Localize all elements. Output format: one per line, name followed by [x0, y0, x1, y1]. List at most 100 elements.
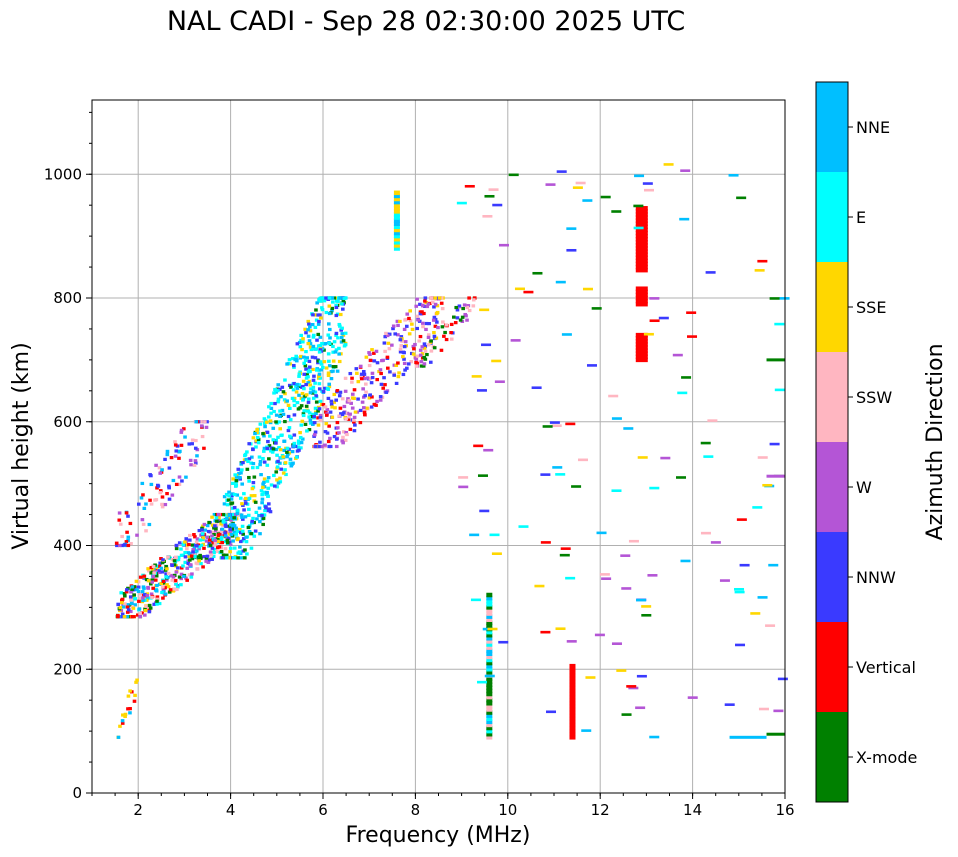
echo-point: [211, 554, 216, 559]
echo-point: [215, 519, 219, 523]
echo-point: [471, 304, 476, 308]
echo-point: [343, 389, 348, 393]
echo-point: [266, 439, 270, 444]
echo-point: [314, 308, 318, 312]
echo-point: [296, 445, 301, 449]
echo-point: [310, 355, 315, 359]
echo-point: [421, 325, 425, 329]
echo-point: [128, 609, 133, 614]
data-points: [114, 163, 790, 740]
echo-point: [600, 195, 611, 199]
echo-point: [486, 716, 493, 721]
echo-point: [350, 380, 354, 384]
echo-point: [294, 359, 299, 363]
echo-point: [122, 592, 127, 596]
echo-point: [423, 299, 427, 303]
echo-point: [216, 533, 221, 537]
echo-point: [486, 636, 493, 641]
echo-point: [439, 296, 444, 300]
echo-point: [243, 556, 247, 560]
echo-point: [542, 425, 553, 428]
echo-point: [486, 645, 493, 650]
echo-point: [326, 373, 331, 378]
echo-point: [347, 415, 351, 419]
echo-point: [283, 392, 287, 396]
echo-point: [750, 612, 761, 615]
echo-point: [210, 534, 214, 538]
echo-point: [262, 417, 267, 421]
echo-point: [415, 354, 420, 358]
echo-point: [569, 663, 576, 669]
echo-point: [636, 598, 647, 602]
echo-point: [204, 559, 208, 563]
echo-point: [403, 368, 407, 372]
echo-segment: [766, 732, 785, 736]
echo-point: [316, 322, 321, 326]
echo-point: [443, 330, 447, 335]
echo-point: [301, 340, 305, 344]
echo-point: [167, 486, 171, 490]
echo-point: [182, 574, 186, 579]
echo-point: [305, 372, 309, 377]
echo-point: [423, 304, 427, 309]
echo-point: [414, 304, 419, 308]
echo-point: [174, 449, 179, 453]
echo-point: [479, 509, 490, 513]
echo-point: [188, 558, 192, 562]
echo-point: [635, 206, 648, 211]
echo-point: [216, 539, 221, 543]
echo-point: [153, 578, 158, 582]
echo-point: [415, 326, 419, 331]
echo-point: [295, 386, 300, 390]
echo-point: [120, 543, 124, 548]
echo-point: [155, 595, 160, 599]
echo-point: [393, 332, 398, 336]
echo-point: [126, 694, 131, 698]
echo-point: [700, 441, 711, 445]
echo-point: [432, 330, 436, 335]
echo-point: [765, 624, 776, 627]
echo-point: [229, 502, 233, 506]
echo-point: [201, 565, 205, 569]
echo-point: [455, 308, 460, 312]
echo-point: [161, 585, 165, 589]
echo-point: [635, 243, 648, 248]
echo-point: [239, 513, 244, 517]
echo-point: [663, 163, 674, 166]
echo-point: [710, 541, 721, 544]
echo-point: [272, 409, 276, 414]
echo-point: [179, 583, 183, 587]
echo-point: [228, 550, 232, 554]
echo-point: [288, 434, 292, 438]
echo-point: [144, 577, 149, 582]
echo-point: [498, 640, 509, 644]
echo-point: [135, 533, 139, 537]
echo-point: [417, 339, 422, 343]
echo-point: [360, 400, 365, 404]
echo-point: [181, 543, 186, 547]
echo-point: [449, 322, 454, 327]
echo-point: [465, 318, 469, 322]
echo-point: [471, 298, 476, 302]
echo-point: [346, 397, 350, 401]
echo-point: [177, 456, 181, 460]
echo-point: [174, 543, 179, 548]
echo-point: [144, 604, 148, 608]
echo-point: [184, 537, 189, 541]
echo-point: [422, 346, 427, 351]
echo-point: [174, 582, 178, 586]
echo-point: [266, 494, 270, 498]
echo-point: [247, 457, 252, 461]
echo-point: [486, 651, 493, 657]
echo-point: [275, 453, 279, 457]
echo-point: [126, 608, 131, 612]
echo-point: [130, 587, 134, 591]
echo-point: [302, 372, 307, 376]
echo-point: [222, 495, 227, 499]
echo-point: [219, 519, 223, 523]
x-tick-label: 8: [411, 801, 421, 819]
echo-point: [660, 456, 671, 460]
echo-point: [479, 308, 490, 312]
echo-point: [358, 420, 363, 425]
echo-point: [405, 366, 409, 370]
